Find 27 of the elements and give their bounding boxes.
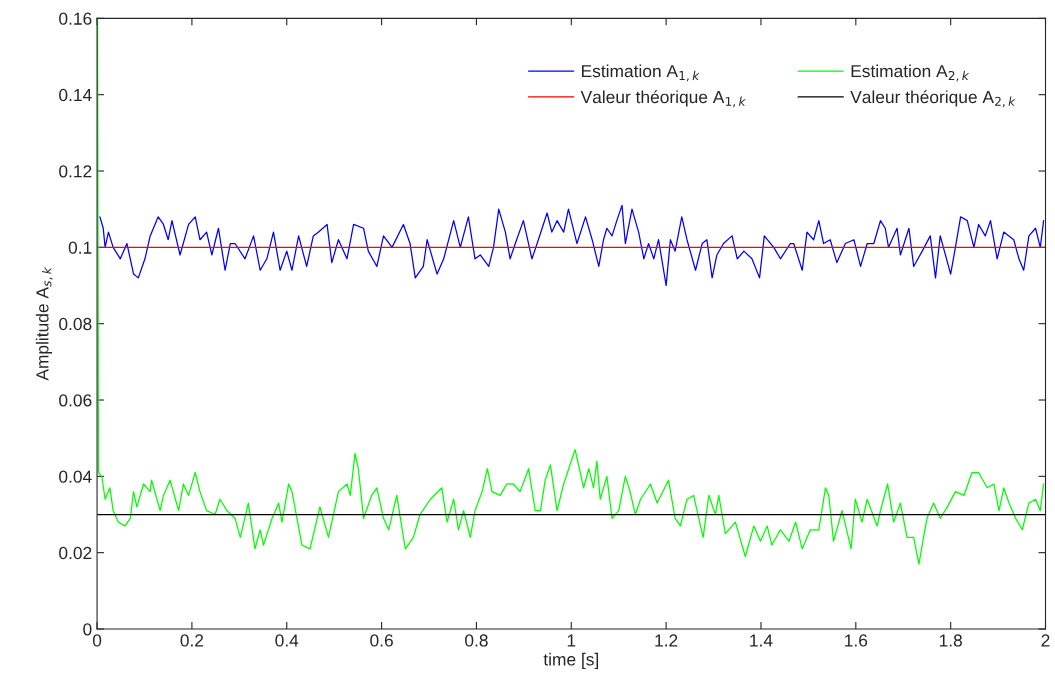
legend-label: Estimation A$_{1,k}$ <box>582 64 700 82</box>
x-tick-label: 1.2 <box>655 634 678 647</box>
x-tick-label: 1.6 <box>845 634 868 647</box>
x-tick-label: 1 <box>567 634 576 647</box>
y-tick-label: 0 <box>83 623 92 636</box>
y-tick-label: 0.14 <box>59 88 92 102</box>
x-tick-label: 0.2 <box>180 634 204 647</box>
legend-label: Valeur théorique A$_{1,k}$ <box>580 90 746 108</box>
line-series <box>99 204 1045 287</box>
x-axis-title: time [s] <box>543 652 599 670</box>
x-tick-label: 0.6 <box>370 634 393 647</box>
x-tick-label: 1.8 <box>939 634 962 647</box>
x-tick-label: 0 <box>92 634 102 647</box>
legend-label: Estimation A$_{2,k}$ <box>851 64 970 82</box>
x-tick-label: 1.4 <box>750 634 773 647</box>
x-tick-label: 0.4 <box>275 634 299 647</box>
y-tick-label: 0.08 <box>59 317 92 331</box>
y-tick-label: 0.1 <box>68 241 92 254</box>
y-tick-label: 0.02 <box>59 546 92 560</box>
y-tick-label: 0.06 <box>59 394 92 407</box>
y-axis-title: Amplitude A$_{s,k}$ <box>35 266 53 381</box>
y-tick-label: 0.12 <box>59 165 92 178</box>
legend-label: Valeur théorique A$_{2,k}$ <box>850 90 1016 108</box>
y-tick-label: 0.16 <box>59 12 92 25</box>
y-tick-label: 0.04 <box>59 470 92 483</box>
x-tick-label: 2 <box>1041 634 1050 647</box>
x-tick-label: 0.8 <box>465 634 488 647</box>
